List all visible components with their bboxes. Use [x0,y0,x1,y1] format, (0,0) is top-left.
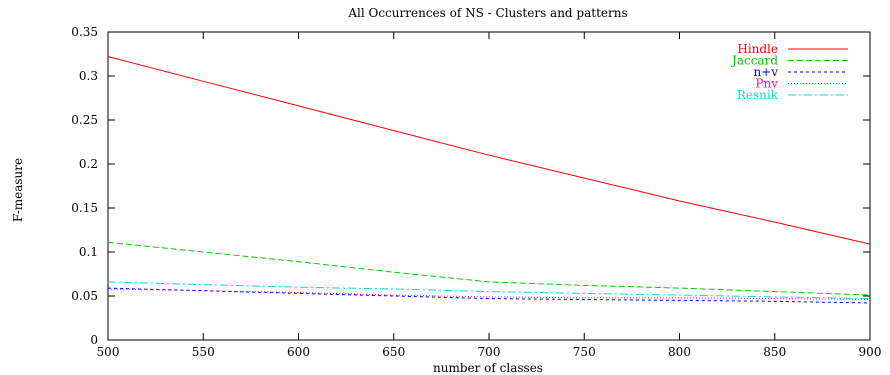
y-tick-label: 0.35 [71,25,98,39]
y-tick-label: 0.1 [79,245,98,259]
x-tick-label: 500 [97,345,120,359]
legend-label: Hindle [737,42,778,56]
y-tick-label: 0.05 [71,289,98,303]
x-tick-label: 600 [287,345,310,359]
x-tick-label: 650 [382,345,405,359]
x-tick-label: 850 [763,345,786,359]
series-layer [107,56,871,304]
legend-label: Resnik [737,88,779,102]
x-tick-label: 550 [192,345,215,359]
y-tick-label: 0 [90,333,98,347]
series-line-resnik [107,281,871,300]
legend-label: Pnv [755,77,778,91]
x-tick-label: 900 [859,345,882,359]
legend-label: n+v [753,65,778,79]
y-tick-label: 0.15 [71,201,98,215]
chart-title: All Occurrences of NS - Clusters and pat… [347,6,627,20]
x-tick-label: 750 [573,345,596,359]
y-tick-label: 0.3 [79,69,98,83]
legend-label: Jaccard [730,54,778,68]
x-axis-title: number of classes [433,361,543,375]
axis-ticks: 500 550 600 650 700 750 800 850 900 0 0.05 0.1 0.15 0… [71,25,881,359]
y-tick-label: 0.2 [79,157,98,171]
series-line-jaccard [107,241,871,296]
series-line-pnv [107,288,871,300]
y-tick-label: 0.25 [71,113,98,127]
y-axis-title: F-measure [11,158,25,222]
x-tick-label: 700 [478,345,501,359]
x-tick-label: 800 [668,345,691,359]
series-line-hindle [107,56,871,245]
series-line-n-v [107,287,871,304]
